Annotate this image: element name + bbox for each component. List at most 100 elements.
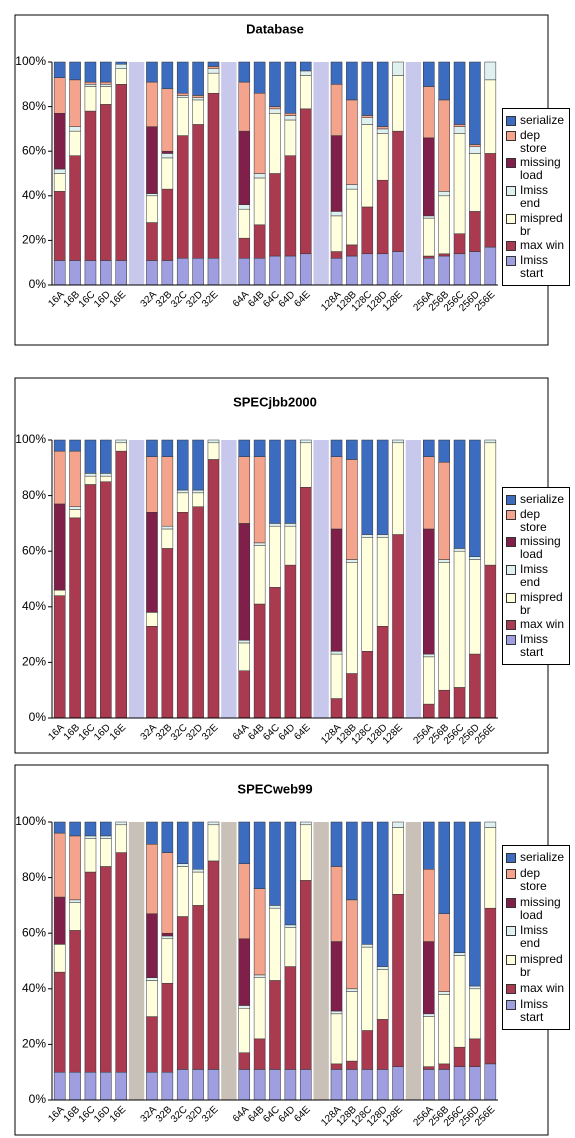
bar-segment	[299, 108, 312, 255]
bar-segment	[453, 253, 466, 286]
bar-segment	[146, 913, 158, 978]
legend-swatch	[506, 897, 516, 908]
y-tick-label: 80%	[22, 99, 46, 113]
bar-segment	[453, 124, 466, 127]
bar-segment	[361, 534, 374, 538]
bar-segment	[253, 821, 266, 889]
bar-segment	[423, 439, 435, 457]
y-tick-label: 0%	[29, 710, 47, 724]
bar-segment	[346, 244, 358, 257]
bar-segment	[84, 439, 97, 474]
bar-segment	[484, 61, 497, 81]
bar-segment	[238, 61, 251, 83]
bar-segment	[69, 155, 81, 261]
bar-segment	[192, 869, 204, 873]
bar-segment	[192, 97, 204, 101]
bar-segment	[284, 966, 297, 1070]
bar-segment	[346, 439, 358, 460]
bar-segment	[438, 195, 450, 255]
legend-label: max win	[520, 617, 565, 632]
bar-segment	[253, 177, 266, 226]
bar-segment	[284, 525, 297, 566]
bar-segment	[361, 61, 374, 116]
bar-segment	[238, 523, 251, 641]
bar-segment	[238, 1069, 251, 1101]
bar-segment	[423, 656, 435, 705]
bar-segment	[376, 128, 389, 134]
legend-label: dep store	[520, 127, 547, 155]
bar-segment	[346, 988, 358, 992]
bar-segment	[84, 871, 97, 1073]
legend-item: Imiss start	[506, 996, 566, 1024]
bar-segment	[438, 253, 450, 257]
legend-swatch	[506, 592, 516, 603]
bar-segment	[146, 81, 158, 127]
bar-segment	[253, 603, 266, 719]
bar-segment	[346, 61, 358, 101]
y-tick-label: 80%	[22, 488, 46, 502]
bar-segment	[100, 821, 112, 837]
bar-segment	[207, 860, 220, 1070]
bar-segment	[469, 1038, 481, 1067]
bar-segment	[238, 670, 251, 719]
bar-segment	[69, 902, 81, 931]
bar-segment	[284, 564, 297, 719]
y-tick-label: 40%	[22, 599, 46, 613]
bar-segment	[284, 61, 297, 114]
legend-label: Imiss end	[520, 182, 548, 210]
bar-segment	[53, 173, 66, 192]
bar-segment	[469, 251, 481, 286]
bar-segment	[53, 77, 66, 114]
bar-segment	[469, 556, 481, 560]
legend-swatch	[506, 158, 516, 169]
bar-segment	[269, 113, 281, 174]
bar-segment	[330, 821, 343, 867]
bar-segment	[423, 255, 435, 259]
bar-segment	[53, 260, 66, 286]
bar-segment	[161, 88, 174, 152]
bar-segment	[53, 439, 66, 452]
bar-segment	[453, 1046, 466, 1067]
group-gap	[221, 440, 237, 718]
bar-segment	[238, 130, 251, 205]
legend-label: dep store	[520, 506, 547, 534]
bar-segment	[176, 1069, 189, 1101]
bar-segment	[438, 994, 450, 1065]
bar-segment	[438, 913, 450, 992]
legend-label: Imiss start	[520, 996, 548, 1024]
bar-segment	[392, 130, 404, 252]
y-tick-label: 60%	[22, 543, 46, 557]
group-gap	[313, 440, 329, 718]
bar-segment	[299, 821, 312, 826]
bar-segment	[53, 821, 66, 834]
bar-segment	[361, 944, 374, 948]
bar-segment	[484, 564, 497, 719]
legend-item: dep store	[506, 867, 566, 893]
bar-segment	[176, 95, 189, 98]
bar-segment	[299, 880, 312, 1070]
bar-segment	[192, 506, 204, 719]
bar-segment	[69, 61, 81, 81]
bar-segment	[330, 1010, 343, 1015]
group-gap	[405, 62, 422, 285]
legend-item: mispred br	[506, 211, 566, 238]
y-tick-label: 100%	[15, 54, 46, 68]
y-tick-label: 20%	[22, 233, 46, 247]
bar-segment	[253, 224, 266, 259]
bar-segment	[146, 61, 158, 83]
bar-segment	[176, 821, 189, 864]
bar-segment	[69, 126, 81, 132]
bar-segment	[161, 932, 174, 937]
bar-segment	[84, 473, 97, 477]
bar-segment	[84, 838, 97, 873]
bar-segment	[192, 871, 204, 906]
bar-segment	[192, 492, 204, 507]
bar-segment	[469, 988, 481, 1040]
group-gap	[405, 440, 422, 718]
bar-segment	[253, 173, 266, 179]
bar-segment	[453, 821, 466, 953]
bar-segment	[100, 835, 112, 839]
bar-segment	[100, 1071, 112, 1101]
bar-segment	[69, 899, 81, 903]
